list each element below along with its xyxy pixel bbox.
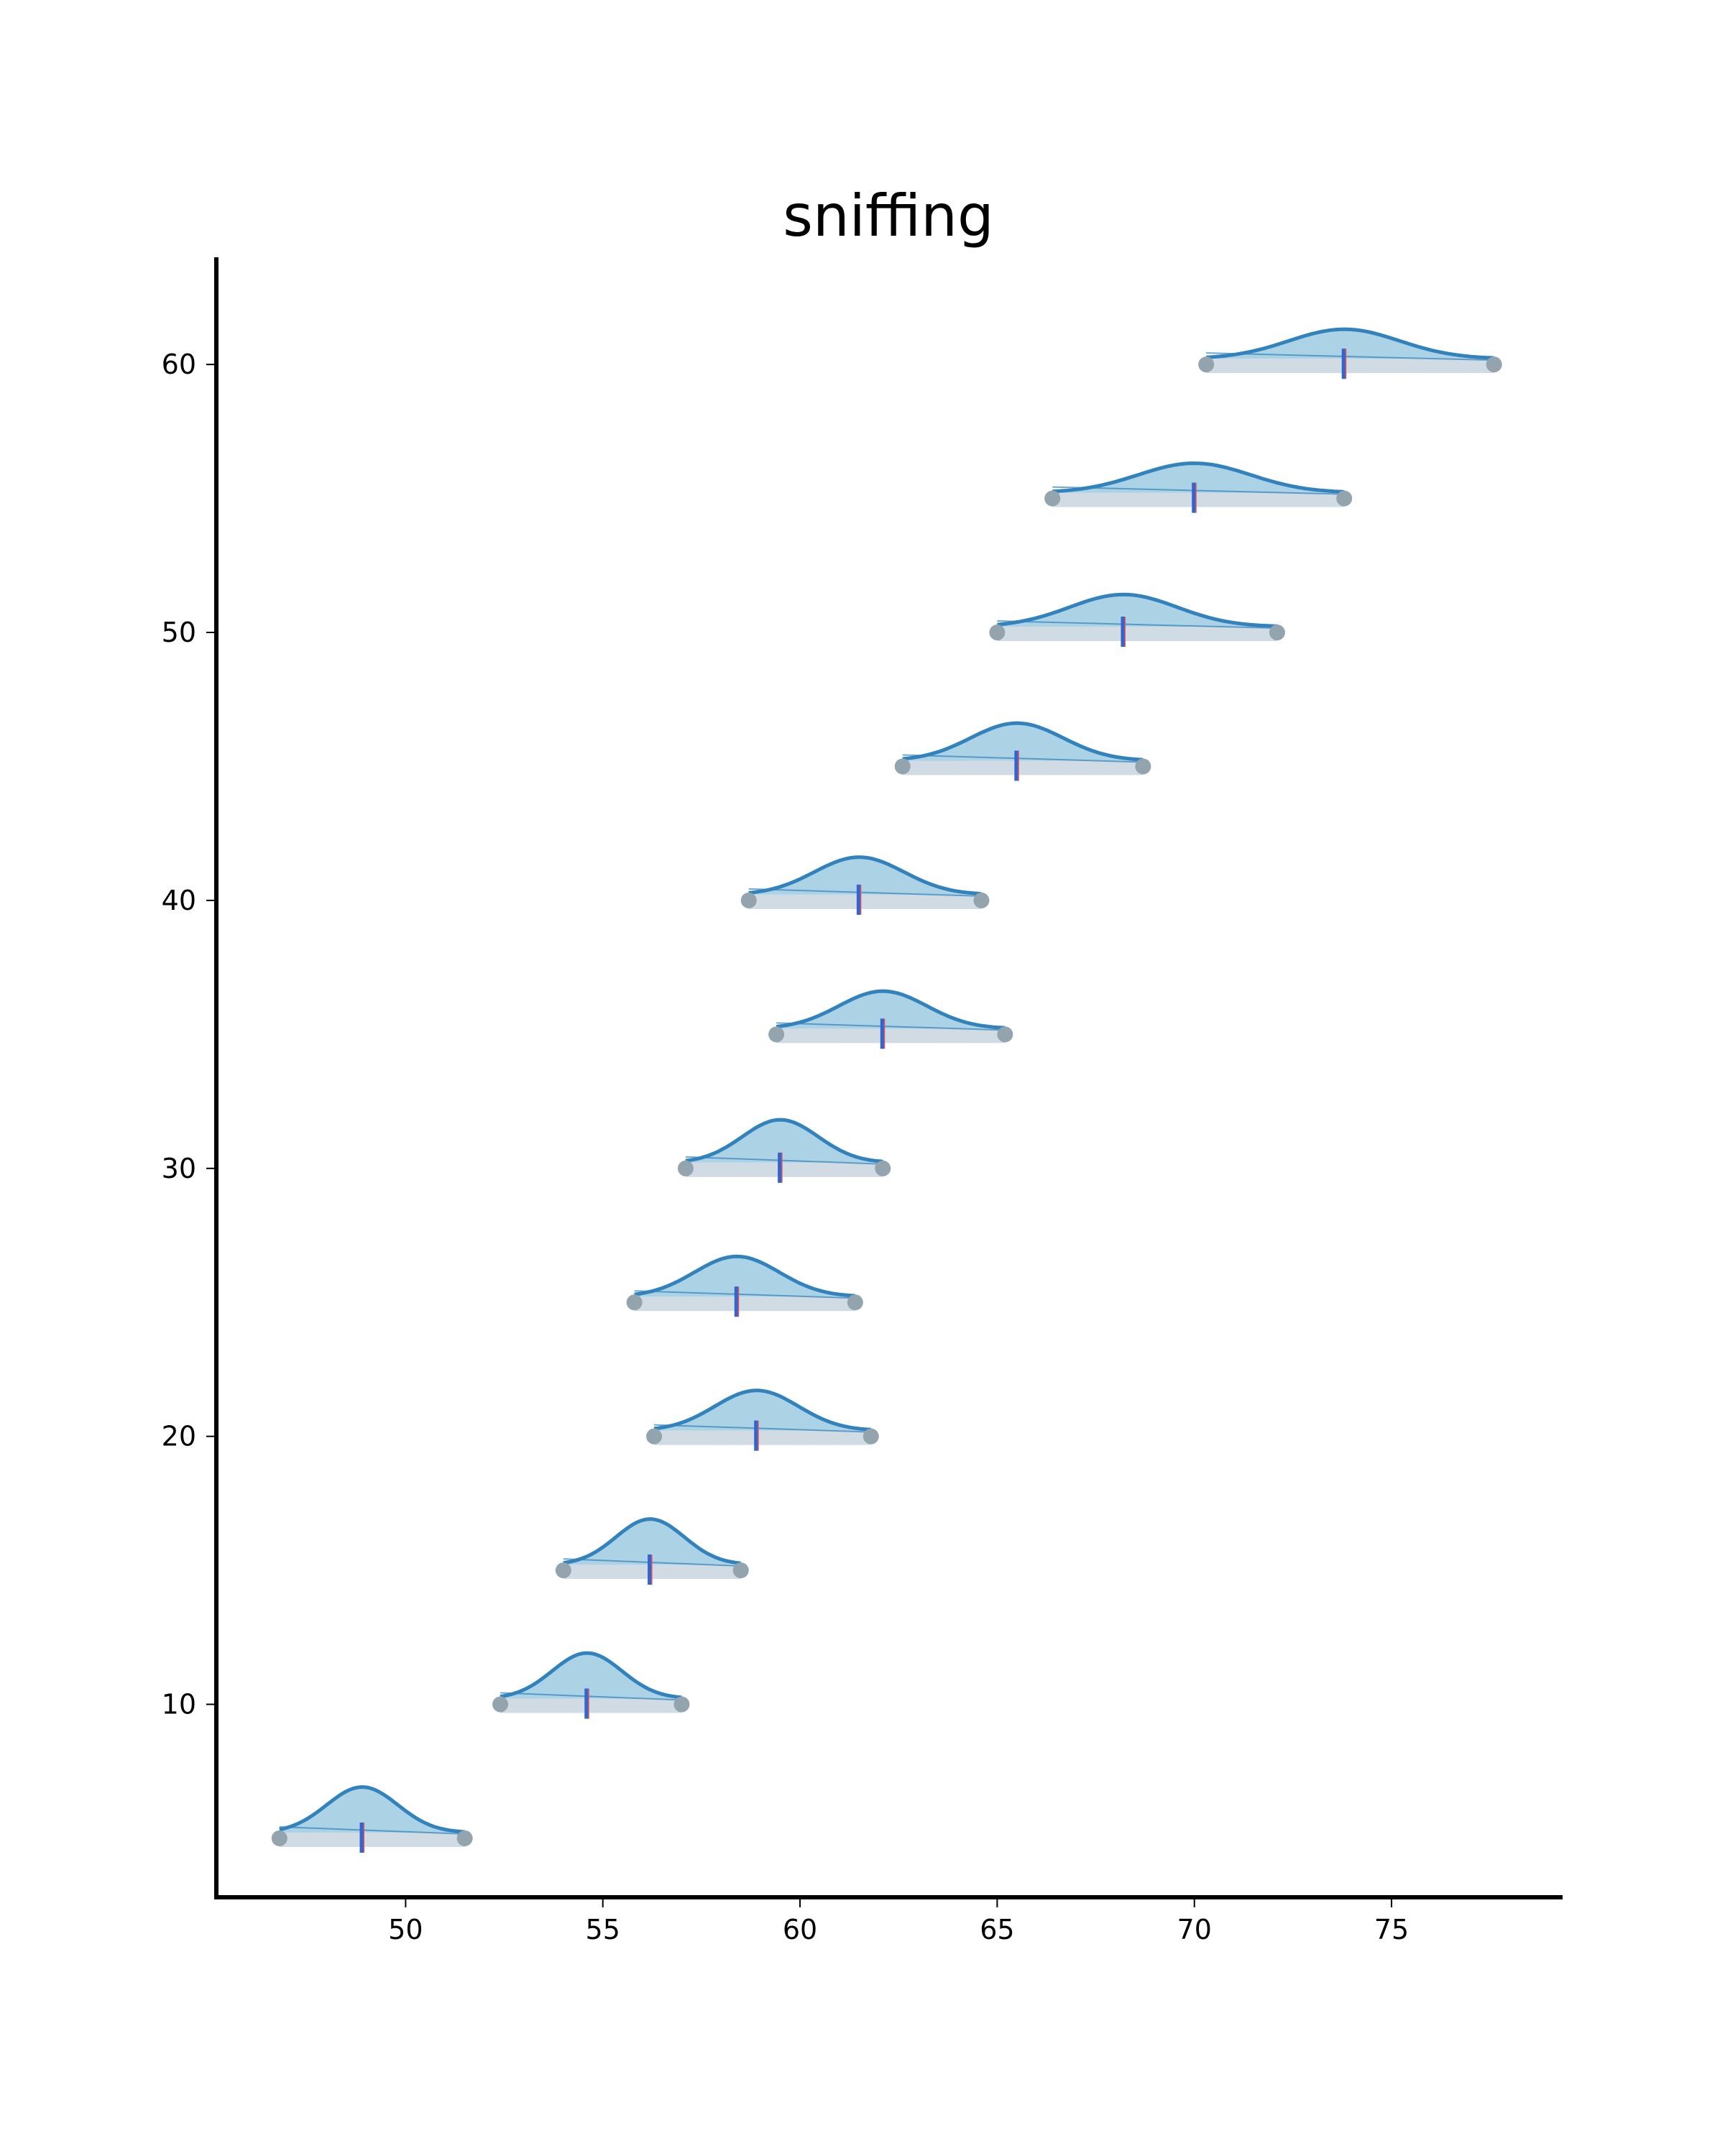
min-point-10 <box>492 1696 509 1713</box>
density-fill-15 <box>563 1519 741 1565</box>
max-point-30 <box>875 1160 891 1176</box>
baseline-25 <box>634 1290 855 1299</box>
density-fill-10 <box>500 1653 682 1699</box>
x-tick-label-60: 60 <box>783 1914 817 1945</box>
density-curve-40 <box>748 855 982 896</box>
min-point-40 <box>740 892 757 908</box>
baseline-50 <box>997 620 1277 630</box>
y-tick-label-50: 50 <box>162 617 196 648</box>
x-tick-label-50: 50 <box>388 1914 423 1945</box>
baseline-40 <box>748 888 982 897</box>
range-bar-40 <box>748 894 982 909</box>
max-point-45 <box>1135 758 1151 775</box>
range-bar-10 <box>500 1698 682 1713</box>
max-point-55 <box>1336 490 1353 507</box>
range-bar-30 <box>685 1162 883 1177</box>
baseline-55 <box>1052 486 1345 495</box>
density-fill-35 <box>776 991 1006 1029</box>
density-curve-30 <box>685 1118 883 1164</box>
density-curve-15 <box>563 1517 741 1565</box>
distribution-35 <box>768 989 1013 1049</box>
density-fill-45 <box>902 723 1144 761</box>
range-bar-5 <box>279 1832 465 1847</box>
density-fill-55 <box>1052 463 1345 493</box>
density-fill-60 <box>1206 329 1494 359</box>
max-point-15 <box>732 1562 749 1579</box>
density-curve-25 <box>634 1254 856 1298</box>
max-point-50 <box>1269 625 1285 641</box>
x-tick-label-55: 55 <box>586 1914 620 1945</box>
min-point-20 <box>646 1428 663 1445</box>
min-point-35 <box>768 1026 785 1043</box>
x-tick-label-75: 75 <box>1374 1914 1409 1945</box>
distribution-40 <box>740 855 990 915</box>
range-bar-50 <box>997 627 1277 642</box>
density-curve-55 <box>1052 461 1345 494</box>
density-curve-5 <box>279 1785 465 1834</box>
density-curve-20 <box>653 1388 871 1432</box>
distribution-5 <box>271 1785 473 1853</box>
density-fill-30 <box>685 1120 883 1163</box>
distribution-20 <box>646 1388 879 1451</box>
distribution-25 <box>626 1254 863 1317</box>
distribution-50 <box>989 592 1285 648</box>
min-point-25 <box>626 1294 643 1311</box>
range-bar-45 <box>902 760 1144 775</box>
baseline-45 <box>902 754 1144 763</box>
density-curve-10 <box>500 1651 682 1700</box>
baseline-5 <box>279 1825 465 1835</box>
baseline-20 <box>654 1424 871 1433</box>
distribution-30 <box>677 1118 891 1183</box>
max-point-35 <box>997 1026 1013 1043</box>
distribution-10 <box>492 1651 690 1719</box>
y-tick-label-30: 30 <box>162 1153 196 1184</box>
baseline-10 <box>500 1692 682 1701</box>
min-point-45 <box>894 758 911 775</box>
range-bar-25 <box>634 1296 855 1312</box>
y-tick-label-20: 20 <box>162 1421 196 1452</box>
min-point-5 <box>271 1830 288 1846</box>
density-fill-40 <box>748 857 982 895</box>
density-fill-25 <box>634 1256 855 1297</box>
min-point-15 <box>555 1562 571 1579</box>
density-fill-20 <box>654 1390 871 1431</box>
baseline-30 <box>685 1156 883 1165</box>
y-tick-label-10: 10 <box>162 1689 196 1720</box>
density-curve-60 <box>1206 327 1494 360</box>
density-curve-45 <box>902 721 1144 762</box>
distributions-layer <box>271 327 1502 1853</box>
x-tick-label-70: 70 <box>1177 1914 1212 1945</box>
min-point-55 <box>1044 490 1061 507</box>
min-point-60 <box>1198 356 1215 373</box>
range-bar-35 <box>776 1028 1006 1044</box>
x-tick-label-65: 65 <box>980 1914 1014 1945</box>
distribution-55 <box>1044 461 1353 513</box>
density-curve-50 <box>997 592 1278 628</box>
max-point-5 <box>456 1830 473 1846</box>
distribution-60 <box>1198 327 1502 379</box>
range-bar-55 <box>1052 492 1345 507</box>
max-point-60 <box>1486 356 1502 373</box>
distribution-45 <box>894 721 1151 781</box>
density-curve-35 <box>776 989 1006 1030</box>
max-point-20 <box>862 1428 879 1445</box>
distribution-15 <box>555 1517 749 1585</box>
max-point-40 <box>973 892 990 908</box>
min-point-50 <box>989 625 1006 641</box>
min-point-30 <box>677 1160 694 1176</box>
y-tick-label-60: 60 <box>162 349 196 380</box>
baseline-35 <box>776 1022 1006 1031</box>
ticks-layer: 50 55 60 65 70 75 10 20 30 40 50 60 <box>162 349 1409 1945</box>
range-bar-60 <box>1206 359 1494 374</box>
max-point-25 <box>847 1294 863 1311</box>
y-tick-label-40: 40 <box>162 885 196 916</box>
max-point-10 <box>673 1696 690 1713</box>
chart-title: sniffing <box>783 183 993 249</box>
baseline-60 <box>1206 352 1494 361</box>
range-bar-20 <box>654 1430 871 1445</box>
